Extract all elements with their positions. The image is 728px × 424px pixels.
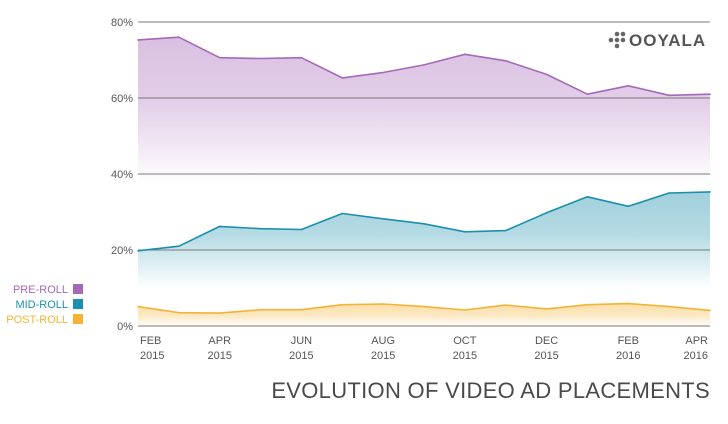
pre-roll-point (586, 93, 589, 95)
post-roll-point (627, 302, 630, 305)
y-tick-label: 80% (111, 17, 133, 29)
x-tick-label: FEB (140, 335, 161, 347)
x-tick-label: JUN (291, 335, 312, 347)
series-lines (137, 36, 711, 314)
mid-roll-point (545, 212, 548, 214)
y-tick-label: 20% (111, 245, 133, 257)
x-tick-label: DEC (535, 335, 558, 347)
chart-title: EVOLUTION OF VIDEO AD PLACEMENTS (271, 378, 710, 403)
pre-roll-point (464, 53, 466, 56)
brand-logo: OOYALA (608, 31, 706, 50)
mid-roll-point (218, 225, 221, 228)
pre-roll-point (668, 94, 670, 97)
x-tick-label: 2015 (534, 350, 558, 362)
x-tick-label: 2015 (289, 350, 313, 362)
x-tick-label: 2015 (140, 350, 164, 362)
x-tick-label: APR (208, 335, 231, 347)
pre-roll-point (341, 77, 344, 79)
mid-roll-point (504, 229, 507, 232)
post-roll-point (668, 305, 670, 308)
pre-roll-point (423, 64, 425, 66)
y-axis-tick-labels: 0% 20% 40% 60% 80% (111, 17, 133, 333)
post-roll-point (504, 304, 507, 306)
post-roll-point (545, 308, 548, 310)
mid-roll-point (382, 218, 384, 220)
pre-roll-point (300, 56, 303, 59)
mid-roll-point (709, 191, 711, 193)
legend-swatch-mid-roll (73, 299, 83, 309)
x-tick-label: APR (685, 335, 708, 347)
y-tick-label: 40% (111, 169, 133, 181)
legend-label-post-roll: POST-ROLL (6, 314, 68, 326)
legend-swatch-post-roll (73, 314, 83, 324)
post-roll-point (586, 303, 589, 306)
legend-label-pre-roll: PRE-ROLL (13, 284, 68, 296)
pre-roll-point (259, 57, 262, 60)
pre-roll-point (504, 60, 507, 62)
post-roll-point (178, 311, 180, 314)
x-tick-label: 2016 (616, 350, 640, 362)
legend-label-mid-roll: MID-ROLL (15, 299, 68, 311)
x-tick-label: 2015 (453, 350, 477, 362)
post-roll-point (464, 309, 466, 311)
legend: PRE-ROLL MID-ROLL POST-ROLL (6, 284, 83, 326)
post-roll-point (218, 312, 221, 314)
mid-roll-point (423, 223, 425, 225)
mid-roll-point (178, 245, 180, 247)
post-roll-point (341, 303, 344, 306)
mid-roll-point (137, 250, 139, 252)
x-tick-label: 2015 (371, 350, 395, 362)
post-roll-point (423, 305, 425, 308)
x-tick-label: 2016 (684, 350, 708, 362)
ooyala-logo-icon (608, 31, 626, 49)
mid-roll-point (668, 192, 670, 194)
mid-roll-point (300, 228, 303, 231)
gridlines (138, 21, 710, 327)
mid-roll-point (464, 231, 466, 233)
post-roll-point (709, 309, 711, 312)
pre-roll-point (218, 56, 221, 59)
pre-roll-point (709, 93, 711, 95)
x-tick-label: 2015 (207, 350, 231, 362)
mid-roll-area (138, 191, 710, 289)
x-tick-label: FEB (618, 335, 639, 347)
pre-roll-point (627, 85, 630, 87)
x-tick-label: OCT (453, 335, 477, 347)
pre-roll-point (382, 71, 384, 74)
pre-roll-point (545, 73, 548, 76)
y-tick-label: 0% (117, 321, 133, 333)
x-tick-label: AUG (371, 335, 395, 347)
pre-roll-area (138, 37, 710, 184)
post-roll-point (382, 303, 384, 305)
y-tick-label: 60% (111, 93, 133, 105)
pre-roll-point (137, 39, 139, 41)
post-roll-point (137, 305, 139, 308)
mid-roll-point (259, 227, 262, 230)
post-roll-point (300, 308, 303, 311)
pre-roll-point (178, 36, 180, 38)
post-roll-point (259, 308, 262, 311)
legend-swatch-pre-roll (73, 284, 83, 294)
post-roll-area (138, 303, 710, 328)
mid-roll-point (586, 196, 589, 198)
brand-text: OOYALA (629, 31, 706, 50)
x-axis-tick-labels: FEB 2015 APR 2015 JUN 2015 AUG 2015 OCT 2015 DEC 20… (140, 335, 708, 362)
mid-roll-point (341, 212, 344, 215)
mid-roll-point (627, 205, 630, 208)
series-areas (138, 37, 710, 328)
